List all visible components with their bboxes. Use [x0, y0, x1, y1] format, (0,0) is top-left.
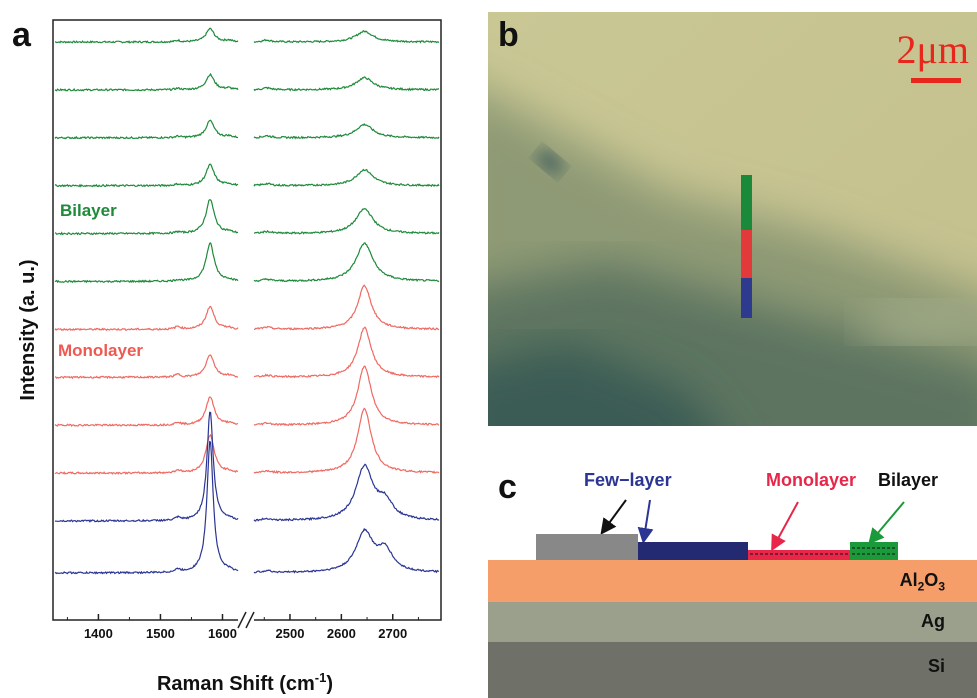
- x-tick-label: 1500: [146, 626, 175, 641]
- spectrum-fewlayer-11-seg1: [253, 527, 440, 574]
- layer-schematic: c Few−layer Monolayer Bilayer Al2O3 Ag S…: [488, 460, 977, 698]
- al2o3-label: Al2O3: [899, 570, 945, 594]
- x-tick-label: 2600: [327, 626, 356, 641]
- spectrum-monolayer-9-seg1: [253, 407, 440, 474]
- spectrum-fewlayer-10-seg1: [253, 463, 440, 522]
- spectrum-bilayer-1-seg1: [253, 76, 439, 92]
- legend-fewlayer: Few−layer: [584, 470, 672, 490]
- x-axis-title: Raman Shift (cm-1): [157, 670, 333, 695]
- spectrum-monolayer-6-seg1: [253, 284, 440, 331]
- spectrum-bilayer-5-seg1: [253, 242, 440, 283]
- spectrum-bilayer-5-seg0: [54, 242, 239, 284]
- spectrum-bilayer-4-seg0: [54, 199, 239, 236]
- axis-break: [237, 611, 255, 629]
- spectrum-bilayer-0-seg0: [54, 27, 239, 44]
- spectrum-bilayer-2-seg1: [253, 122, 440, 140]
- legend-bilayer: Bilayer: [878, 470, 939, 490]
- raman-spectra-chart: 1400 1500 1600 2500 2600 2700 Raman Shift (cm…: [17, 19, 442, 695]
- fewlayer-region-marker: [741, 278, 752, 318]
- schematic-arrows: [536, 499, 905, 560]
- arrow-substrate: [600, 499, 627, 535]
- al2o3-layer: Al2O3: [488, 560, 977, 602]
- monolayer-series-label: Monolayer: [58, 341, 143, 360]
- plot-frame: [52, 19, 442, 621]
- arrow-monolayer: [771, 501, 799, 552]
- spectrum-monolayer-6-seg0: [54, 305, 239, 332]
- arrow-fewlayer: [637, 499, 654, 544]
- spectrum-monolayer-8-seg0: [54, 396, 239, 427]
- spectrum-bilayer-4-seg1: [253, 208, 440, 235]
- x-tick-label: 2700: [378, 626, 407, 641]
- bilayer-series-label: Bilayer: [60, 201, 117, 220]
- spectrum-monolayer-7-seg1: [253, 326, 440, 379]
- panel-c-letter: c: [498, 468, 517, 506]
- legend-monolayer: Monolayer: [766, 470, 857, 490]
- monolayer-flake: [748, 550, 850, 560]
- few-layer-graphite-block: [536, 534, 638, 560]
- arrow-bilayer: [868, 501, 905, 545]
- spectrum-bilayer-3-seg1: [253, 168, 440, 188]
- scale-bar: [911, 78, 961, 83]
- spectrum-bilayer-0-seg1: [253, 29, 440, 44]
- micrograph-image: [488, 12, 977, 426]
- spectrum-bilayer-2-seg0: [54, 119, 239, 140]
- spectrum-monolayer-8-seg1: [253, 365, 440, 427]
- few-layer-flake: [638, 542, 748, 560]
- x-axis-ticks: 1400 1500 1600 2500 2600 2700: [66, 614, 419, 641]
- spectrum-fewlayer-11-seg0: [54, 440, 239, 575]
- spectrum-monolayer-7-seg0: [54, 354, 239, 380]
- monolayer-region-marker: [741, 230, 752, 278]
- ag-label: Ag: [921, 611, 945, 631]
- spectrum-monolayer-9-seg0: [54, 433, 239, 475]
- spectra-lines: [54, 27, 440, 575]
- x-tick-label: 2500: [276, 626, 305, 641]
- si-label: Si: [927, 656, 945, 676]
- scale-bar-label: 2μm: [896, 27, 969, 72]
- x-tick-label: 1600: [208, 626, 237, 641]
- bilayer-region-marker: [741, 175, 752, 230]
- panel-a-letter: a: [12, 16, 31, 54]
- spectrum-fewlayer-10-seg0: [54, 411, 239, 523]
- ag-layer: Ag: [488, 602, 977, 642]
- bilayer-flake: [850, 542, 898, 560]
- spectrum-bilayer-1-seg0: [54, 72, 239, 92]
- x-tick-label: 1400: [84, 626, 113, 641]
- y-axis-title: Intensity (a. u.): [17, 259, 39, 400]
- optical-micrograph: 2μm: [488, 12, 977, 426]
- si-layer: Si: [488, 642, 977, 698]
- panel-b-letter: b: [498, 16, 519, 54]
- spectrum-bilayer-3-seg0: [54, 163, 239, 188]
